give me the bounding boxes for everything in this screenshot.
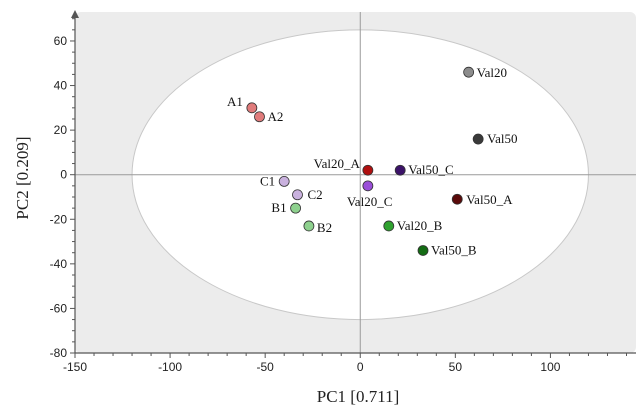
data-point-label: Val20 — [477, 65, 507, 80]
data-point-label: B1 — [271, 200, 286, 215]
data-point — [254, 111, 265, 123]
data-point-label: A2 — [267, 109, 283, 124]
data-point-label: Val50_A — [466, 192, 513, 207]
data-points — [246, 66, 484, 256]
data-point — [290, 202, 301, 214]
y-tick-label: 40 — [54, 79, 68, 93]
data-point-label: Val20_A — [314, 156, 361, 171]
data-point — [417, 245, 429, 256]
data-point-label: Val20_B — [397, 218, 443, 233]
data-point — [303, 220, 315, 232]
x-tick-label: -50 — [256, 360, 274, 374]
x-tick-label: 0 — [357, 360, 364, 374]
x-axis-title: PC1 [0.711] — [317, 387, 400, 406]
data-point — [451, 193, 463, 205]
data-point — [278, 175, 290, 187]
y-axis-arrow — [71, 10, 79, 18]
data-point-label: Val50_B — [431, 242, 477, 257]
data-point — [362, 180, 374, 192]
y-tick-label: -80 — [50, 346, 68, 360]
y-tick-label: 20 — [54, 123, 68, 137]
x-tick-label: -100 — [158, 360, 182, 374]
y-tick-label: -60 — [50, 301, 68, 315]
data-point-label: B2 — [317, 220, 332, 235]
data-point-label: Val20_C — [347, 194, 393, 209]
y-tick-label: -40 — [50, 257, 68, 271]
data-point — [246, 102, 258, 114]
data-point-label: C2 — [307, 187, 322, 202]
axes: -150 -100 -50 0 50 100 -80 -60 -40 -20 0 20 40 60 — [50, 10, 636, 374]
x-tick-label: 100 — [540, 360, 560, 374]
data-point — [383, 220, 395, 232]
y-tick-label: -20 — [50, 212, 68, 226]
data-point-label: A1 — [227, 94, 243, 109]
data-point — [362, 164, 374, 176]
data-point — [394, 164, 406, 176]
point-labels: A1 A2 C1 C2 B1 B2 Val20_A Val20_C Val50_C Val20 Va… — [227, 65, 518, 257]
data-point-label: Val50 — [487, 131, 517, 146]
data-point — [472, 133, 484, 145]
x-tick-label: 50 — [449, 360, 463, 374]
plot-area — [75, 12, 636, 353]
data-point-label: Val50_C — [408, 162, 454, 177]
x-tick-label: -150 — [63, 360, 87, 374]
data-point — [463, 66, 475, 78]
y-tick-label: 0 — [60, 168, 67, 182]
y-axis-title: PC2 [0.209] — [13, 136, 32, 219]
y-tick-label: 60 — [54, 34, 68, 48]
data-point-label: C1 — [260, 173, 275, 188]
data-point — [292, 189, 303, 201]
